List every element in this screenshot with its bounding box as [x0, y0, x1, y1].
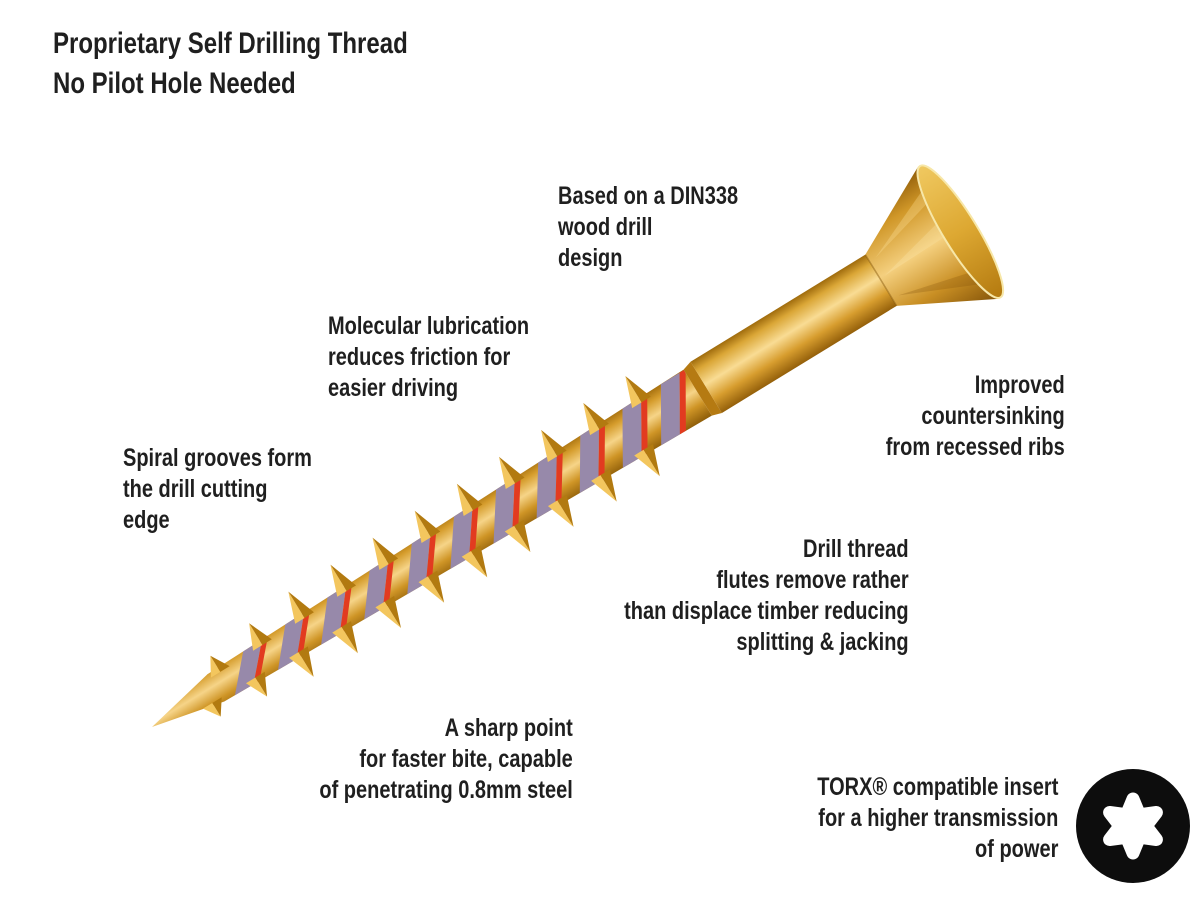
annotation-line: Molecular lubrication: [328, 312, 530, 340]
screw-thread-fins: [202, 375, 660, 717]
torx-star-icon: [1076, 769, 1190, 883]
annotation-sharp-point: A sharp point for faster bite, capable o…: [320, 713, 573, 806]
torx-star-shape: [1103, 792, 1163, 860]
annotation-line: reduces friction for: [328, 343, 511, 371]
page-title: Proprietary Self Drilling Thread No Pilo…: [53, 24, 408, 104]
annotation-line: the drill cutting: [123, 475, 268, 503]
annotation-line: than displace timber reducing: [624, 597, 909, 625]
head-rib-facet: [884, 215, 955, 276]
annotation-drill-thread: Drill thread flutes remove rather than d…: [624, 534, 909, 658]
head-top-face: [916, 164, 1005, 299]
head-rib-facet: [898, 269, 988, 296]
annotation-spiral-grooves: Spiral grooves form the drill cutting ed…: [123, 443, 312, 536]
annotation-line: for a higher transmission: [817, 804, 1058, 832]
title-line: No Pilot Hole Needed: [53, 67, 296, 100]
head-rib-facet: [875, 184, 934, 258]
annotation-line: from recessed ribs: [886, 433, 1065, 461]
annotation-line: Drill thread: [803, 535, 909, 563]
annotation-line: Improved: [974, 371, 1065, 399]
screw-shank: [683, 254, 897, 416]
title-line: Proprietary Self Drilling Thread: [53, 27, 408, 60]
annotation-line: edge: [123, 506, 170, 534]
annotation-line: A sharp point: [444, 714, 573, 742]
annotation-line: of penetrating 0.8mm steel: [319, 776, 573, 804]
annotation-line: for faster bite, capable: [359, 745, 573, 773]
annotation-din338: Based on a DIN338 wood drill design: [558, 181, 738, 274]
annotation-line: wood drill: [558, 213, 653, 241]
annotation-lubrication: Molecular lubrication reduces friction f…: [328, 311, 529, 404]
annotation-line: of power: [974, 835, 1058, 863]
annotation-countersinking: Improved countersinking from recessed ri…: [886, 370, 1065, 463]
annotation-torx-insert: TORX® compatible insert for a higher tra…: [817, 772, 1058, 865]
annotation-line: design: [558, 244, 623, 272]
screw-head: [864, 164, 1005, 307]
annotation-line: Based on a DIN338: [558, 182, 739, 210]
annotation-line: splitting & jacking: [736, 628, 909, 656]
annotation-line: TORX® compatible insert: [816, 773, 1058, 801]
annotation-line: countersinking: [921, 402, 1065, 430]
annotation-line: easier driving: [328, 374, 459, 402]
annotation-line: flutes remove rather: [716, 566, 909, 594]
annotation-line: Spiral grooves form: [123, 444, 312, 472]
